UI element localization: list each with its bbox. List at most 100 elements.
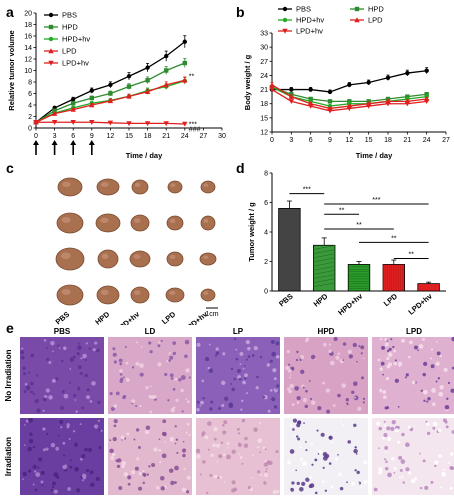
cell-nucleus: [386, 426, 391, 431]
series-pbs: [269, 67, 429, 95]
cell-nucleus: [377, 358, 381, 362]
cell-nucleus: [181, 410, 184, 413]
tumor-highlight: [133, 254, 141, 259]
cell-nucleus: [354, 446, 357, 449]
cell-nucleus: [213, 474, 218, 479]
marker-point: [327, 108, 333, 114]
significance-label: ***: [189, 121, 197, 128]
panel-label-b: b: [236, 4, 245, 20]
y-tick-label: 20: [24, 11, 32, 18]
cell-nucleus: [239, 351, 244, 356]
cell-nucleus: [353, 448, 358, 454]
legend-label: LPD+hv: [296, 27, 323, 36]
cell-nucleus: [28, 417, 33, 423]
cell-nucleus: [407, 425, 412, 430]
cell-nucleus: [217, 406, 221, 410]
cell-nucleus: [52, 350, 54, 353]
cell-nucleus: [394, 378, 399, 383]
cell-nucleus: [46, 432, 49, 436]
tumor-sample: [57, 177, 83, 197]
cell-nucleus: [209, 474, 213, 477]
cell-nucleus: [341, 383, 347, 389]
cell-nucleus: [86, 468, 90, 473]
cell-nucleus: [184, 339, 190, 345]
marker-point: [51, 120, 58, 125]
cell-nucleus: [97, 348, 100, 352]
legend-entry: HPD: [350, 5, 384, 14]
cell-nucleus: [379, 337, 383, 341]
cell-nucleus: [183, 467, 186, 471]
cell-nucleus: [399, 468, 403, 472]
cell-nucleus: [263, 462, 268, 467]
histology-image: [372, 418, 454, 495]
cell-nucleus: [180, 375, 186, 380]
cell-nucleus: [176, 451, 179, 454]
cell-nucleus: [174, 377, 178, 381]
cell-nucleus: [326, 409, 331, 414]
y-tick-label: 6: [28, 91, 32, 98]
cell-nucleus: [78, 365, 82, 370]
cell-nucleus: [112, 352, 117, 357]
cell-nucleus: [302, 461, 307, 467]
legend-label: LPD: [368, 16, 383, 25]
cell-nucleus: [238, 453, 241, 456]
series-lpd-plus-hv: [269, 87, 430, 114]
cell-nucleus: [116, 464, 121, 469]
tumor-highlight: [100, 217, 109, 223]
legend-entry: HPD: [44, 23, 78, 32]
cell-nucleus: [174, 481, 177, 484]
cell-nucleus: [32, 464, 37, 469]
cell-nucleus: [226, 446, 229, 449]
cell-nucleus: [202, 460, 206, 464]
cell-nucleus: [439, 354, 443, 358]
cell-nucleus: [275, 450, 279, 454]
marker-point: [126, 121, 132, 127]
cell-nucleus: [431, 388, 436, 393]
marker-point: [108, 91, 113, 96]
cell-nucleus: [378, 467, 383, 472]
cell-nucleus: [439, 385, 444, 390]
cell-nucleus: [385, 460, 388, 464]
cell-nucleus: [295, 469, 298, 472]
cell-nucleus: [160, 339, 163, 343]
cell-nucleus: [32, 446, 36, 449]
cell-nucleus: [361, 376, 364, 380]
marker-point: [269, 82, 275, 88]
cell-nucleus: [24, 383, 28, 386]
cell-nucleus: [121, 461, 126, 466]
x-tick-label: 9: [90, 133, 94, 140]
cell-nucleus: [405, 442, 410, 448]
cell-nucleus: [302, 386, 305, 389]
marker-point: [108, 82, 113, 88]
x-tick-label: 6: [71, 133, 75, 140]
histology-column-label: LP: [233, 327, 244, 336]
cell-nucleus: [148, 465, 151, 468]
marker-point: [107, 98, 114, 104]
cell-nucleus: [383, 424, 387, 427]
cell-nucleus: [21, 347, 24, 350]
cell-nucleus: [148, 341, 152, 345]
cell-nucleus: [186, 475, 191, 480]
cell-nucleus: [135, 361, 140, 366]
cell-nucleus: [328, 343, 332, 346]
cell-nucleus: [328, 349, 332, 354]
cell-nucleus: [393, 349, 397, 353]
cell-nucleus: [437, 428, 442, 433]
cell-nucleus: [170, 377, 174, 380]
cell-nucleus: [215, 347, 219, 351]
cell-nucleus: [196, 407, 200, 412]
cell-nucleus: [296, 395, 301, 401]
cell-nucleus: [287, 368, 292, 373]
y-tick-label: 10: [24, 68, 32, 75]
tumor-sample: [200, 215, 216, 231]
cell-nucleus: [219, 475, 223, 479]
cell-nucleus: [259, 355, 263, 359]
cell-nucleus: [81, 454, 86, 459]
cell-nucleus: [110, 406, 115, 412]
cell-nucleus: [214, 354, 218, 357]
series-lpd-plus-hv: [33, 120, 188, 127]
cell-nucleus: [79, 371, 83, 375]
cell-nucleus: [140, 346, 143, 348]
cell-nucleus: [113, 419, 118, 424]
cell-nucleus: [435, 380, 438, 383]
